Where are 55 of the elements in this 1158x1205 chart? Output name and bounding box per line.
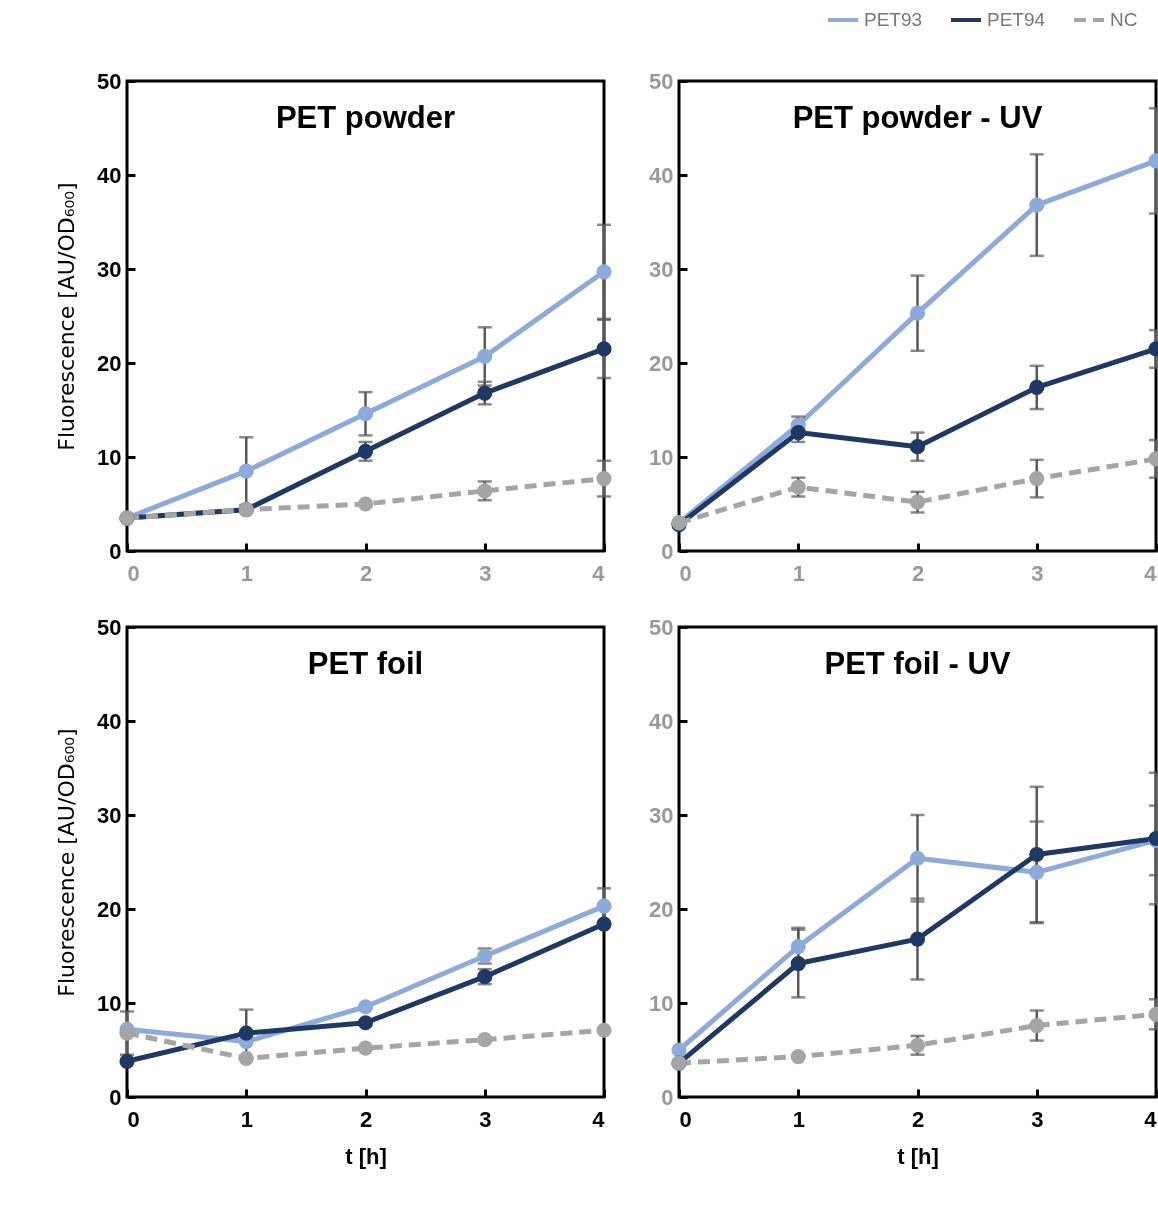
x-tick-label: 2 bbox=[911, 1106, 925, 1132]
text: PET foil bbox=[307, 646, 424, 681]
y-tick-label: 30 bbox=[649, 802, 674, 828]
y-tick-label: 20 bbox=[649, 896, 674, 922]
x-tick-label: 0 bbox=[127, 1106, 140, 1132]
y-tick-label: 30 bbox=[97, 802, 122, 828]
y-tick-label: 50 bbox=[649, 614, 674, 640]
y-axis-title: Fluorescence [AU/OD₆₀₀] bbox=[54, 728, 80, 997]
y-tick-label: 0 bbox=[109, 1084, 122, 1110]
x-tick-label: 4 bbox=[592, 560, 606, 586]
y-tick-label: 40 bbox=[97, 708, 122, 734]
y-tick-label: 30 bbox=[97, 256, 122, 282]
y-tick-label: 10 bbox=[97, 444, 122, 470]
y-axis-title: Fluorescence [AU/OD₆₀₀] bbox=[54, 182, 80, 451]
x-tick-label: 2 bbox=[359, 560, 373, 586]
x-tick-label: 0 bbox=[127, 560, 140, 586]
y-tick-label: 10 bbox=[649, 444, 674, 470]
y-tick-label: 50 bbox=[97, 614, 122, 640]
y-tick-label: 40 bbox=[649, 162, 674, 188]
x-tick-label: 3 bbox=[479, 560, 492, 586]
text: PET powder bbox=[275, 100, 456, 135]
x-tick-label: 3 bbox=[1031, 1106, 1044, 1132]
x-tick-label: 3 bbox=[1031, 560, 1044, 586]
y-tick-label: 0 bbox=[661, 538, 674, 564]
legend-label: PET94 bbox=[987, 9, 1046, 30]
y-tick-label: 10 bbox=[97, 990, 122, 1016]
x-tick-label: 2 bbox=[911, 560, 925, 586]
y-tick-label: 40 bbox=[649, 708, 674, 734]
y-tick-label: 20 bbox=[649, 350, 674, 376]
x-tick-label: 0 bbox=[679, 1106, 692, 1132]
y-tick-label: 30 bbox=[649, 256, 674, 282]
x-tick-label: 0 bbox=[679, 560, 692, 586]
x-tick-label: 1 bbox=[240, 560, 253, 586]
y-tick-label: 10 bbox=[649, 990, 674, 1016]
x-tick-label: 4 bbox=[1144, 560, 1158, 586]
text: PET powder - UV bbox=[792, 100, 1043, 135]
y-tick-label: 0 bbox=[661, 1084, 674, 1110]
y-tick-label: 50 bbox=[649, 68, 674, 94]
x-tick-label: 1 bbox=[240, 1106, 253, 1132]
x-tick-label: 4 bbox=[1144, 1106, 1158, 1132]
x-tick-label: 1 bbox=[792, 1106, 805, 1132]
y-tick-label: 20 bbox=[97, 896, 122, 922]
x-tick-label: 4 bbox=[592, 1106, 606, 1132]
legend-label: PET93 bbox=[864, 9, 923, 30]
text: PET foil - UV bbox=[824, 646, 1011, 681]
y-tick-label: 40 bbox=[97, 162, 122, 188]
legend-label: NC bbox=[1110, 9, 1138, 30]
x-axis-title: t [h] bbox=[897, 1143, 939, 1169]
y-tick-label: 50 bbox=[97, 68, 122, 94]
x-tick-label: 1 bbox=[792, 560, 805, 586]
x-tick-label: 3 bbox=[479, 1106, 492, 1132]
y-tick-label: 20 bbox=[97, 350, 122, 376]
x-axis-title: t [h] bbox=[345, 1143, 387, 1169]
y-tick-label: 0 bbox=[109, 538, 122, 564]
x-tick-label: 2 bbox=[359, 1106, 373, 1132]
